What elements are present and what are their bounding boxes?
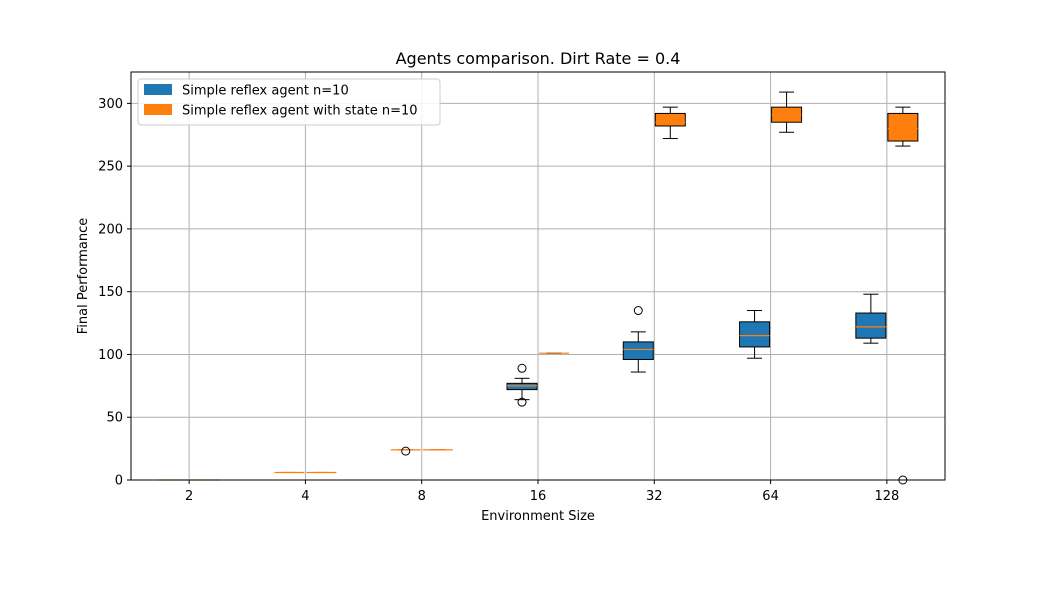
box-1-16 bbox=[506, 363, 538, 407]
y-axis: 0 50 100 150 200 250 300 bbox=[98, 97, 131, 489]
box-1-32 bbox=[622, 306, 654, 373]
chart-title: Agents comparison. Dirt Rate = 0.4 bbox=[396, 49, 681, 68]
x-tick-label: 64 bbox=[762, 489, 779, 504]
box-2-64 bbox=[771, 91, 803, 133]
box-body bbox=[739, 321, 771, 348]
x-tick-label: 32 bbox=[646, 489, 663, 504]
legend-swatch-1 bbox=[144, 84, 172, 95]
box-body bbox=[654, 112, 686, 127]
y-tick-label: 150 bbox=[98, 285, 123, 300]
y-tick-label: 200 bbox=[98, 222, 123, 237]
outlier-point bbox=[517, 397, 527, 407]
x-tick-label: 8 bbox=[418, 489, 426, 504]
box-2-32 bbox=[654, 106, 686, 140]
outlier-point bbox=[517, 363, 527, 373]
legend: Simple reflex agent n=10 Simple reflex ag… bbox=[137, 78, 441, 126]
box-1-8 bbox=[390, 446, 421, 456]
legend-label-2: Simple reflex agent with state n=10 bbox=[182, 104, 418, 119]
box-1-128 bbox=[855, 293, 887, 344]
y-tick-label: 100 bbox=[98, 348, 123, 363]
box-plots bbox=[158, 91, 919, 485]
box-body bbox=[855, 312, 887, 339]
x-axis-label: Environment Size bbox=[481, 509, 595, 524]
box-body bbox=[622, 341, 654, 360]
box-2-128 bbox=[887, 106, 919, 485]
x-tick-label: 2 bbox=[185, 489, 193, 504]
x-tick-label: 128 bbox=[874, 489, 899, 504]
box-body bbox=[887, 112, 919, 142]
legend-frame bbox=[137, 78, 441, 126]
y-axis-label: Final Performance bbox=[76, 218, 91, 334]
box-1-64 bbox=[739, 310, 771, 359]
y-tick-label: 300 bbox=[98, 97, 123, 112]
outlier-point bbox=[401, 446, 411, 456]
y-tick-label: 250 bbox=[98, 160, 123, 175]
x-axis: 2 4 8 16 32 64 128 bbox=[185, 480, 899, 504]
x-tick-label: 16 bbox=[530, 489, 547, 504]
outlier-point bbox=[633, 306, 643, 316]
legend-swatch-2 bbox=[144, 104, 172, 115]
y-tick-label: 50 bbox=[106, 411, 123, 426]
box-body bbox=[506, 382, 538, 391]
y-tick-label: 0 bbox=[115, 474, 123, 489]
legend-label-1: Simple reflex agent n=10 bbox=[182, 84, 349, 99]
x-tick-label: 4 bbox=[301, 489, 309, 504]
